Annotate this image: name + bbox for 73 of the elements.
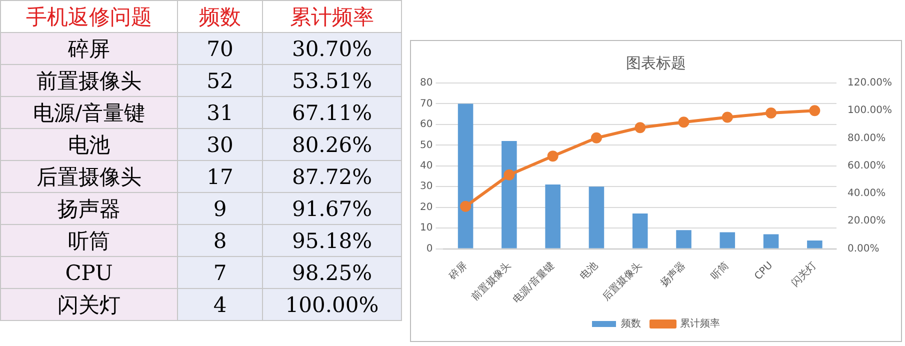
legend-label: 累计频率: [680, 318, 720, 330]
x-tick-label: 后置摄像头: [600, 259, 644, 304]
text: 53.51%: [262, 64, 402, 96]
text: 17: [178, 160, 262, 192]
text: 后置摄像头: [0, 160, 178, 192]
point: [504, 169, 515, 180]
y-tick-label: 70: [420, 98, 433, 110]
x-tick-label: 电池: [578, 259, 600, 282]
text: 91.67%: [262, 192, 402, 224]
y-tick-label: 50: [420, 140, 433, 151]
x-tick-label: 碎屏: [446, 259, 470, 283]
text: 31: [178, 96, 262, 128]
point: [766, 108, 777, 119]
text: 碎屏: [0, 32, 178, 64]
bar: [545, 184, 560, 248]
text: 70: [178, 32, 262, 64]
legend-label: 频数: [621, 318, 641, 330]
y-tick-label: 40: [420, 160, 433, 172]
text: 7: [178, 256, 262, 288]
y2-tick-label: 80.00%: [848, 132, 886, 144]
text: 听筒: [0, 224, 178, 256]
bar: [588, 186, 604, 248]
bar: [720, 232, 736, 248]
bar: [502, 141, 517, 248]
text: 30: [178, 128, 262, 160]
y2-tick-label: 120.00%: [848, 78, 892, 89]
bar: [458, 104, 474, 248]
x-tick-label: 电源/音量键: [510, 259, 557, 306]
bar: [763, 234, 779, 248]
bar: [676, 230, 692, 248]
y2-tick-label: 60.00%: [848, 160, 886, 172]
y-tick-label: 30: [420, 181, 433, 192]
text: 电池: [0, 128, 178, 160]
text: 累计频率: [262, 0, 402, 32]
text: 98.25%: [262, 256, 402, 288]
point: [590, 132, 602, 144]
bar: [632, 214, 648, 248]
chart-title: 图表标题: [626, 55, 686, 72]
point: [722, 112, 733, 123]
text: 52: [178, 64, 262, 96]
bar: [807, 240, 822, 248]
point: [460, 200, 472, 212]
text: 前置摄像头: [0, 64, 178, 96]
x-tick-label: 前置摄像头: [469, 259, 514, 304]
x-tick-label: 扬声器: [658, 259, 688, 290]
text: 95.18%: [262, 224, 402, 256]
y2-tick-label: 20.00%: [848, 216, 886, 227]
y2-tick-label: 100.00%: [848, 105, 892, 116]
text: 80.26%: [262, 128, 402, 160]
text: 67.11%: [262, 96, 402, 128]
y-tick-label: 60: [420, 119, 433, 130]
text: 扬声器: [0, 192, 178, 224]
point: [547, 150, 558, 162]
point: [809, 105, 820, 116]
point: [634, 122, 646, 134]
text: 87.72%: [262, 160, 402, 192]
y-tick-label: 80: [420, 78, 433, 89]
x-tick-label: 听筒: [708, 259, 732, 282]
text: 手机返修问题: [0, 0, 178, 32]
text: 9: [178, 192, 262, 224]
y2-tick-label: 0.00%: [848, 243, 880, 254]
y-tick-label: 10: [420, 222, 433, 234]
point: [678, 116, 690, 128]
text: 电源/音量键: [0, 96, 178, 128]
text: 8: [178, 224, 262, 256]
y2-tick-label: 40.00%: [848, 188, 886, 200]
text: 100.00%: [262, 288, 402, 320]
text: 频数: [178, 0, 262, 32]
text: 4: [178, 288, 262, 320]
y-tick-label: 0: [426, 243, 433, 254]
y-tick-label: 20: [420, 202, 433, 213]
text: 30.70%: [262, 32, 402, 64]
x-tick-label: 闪关灯: [788, 259, 819, 290]
